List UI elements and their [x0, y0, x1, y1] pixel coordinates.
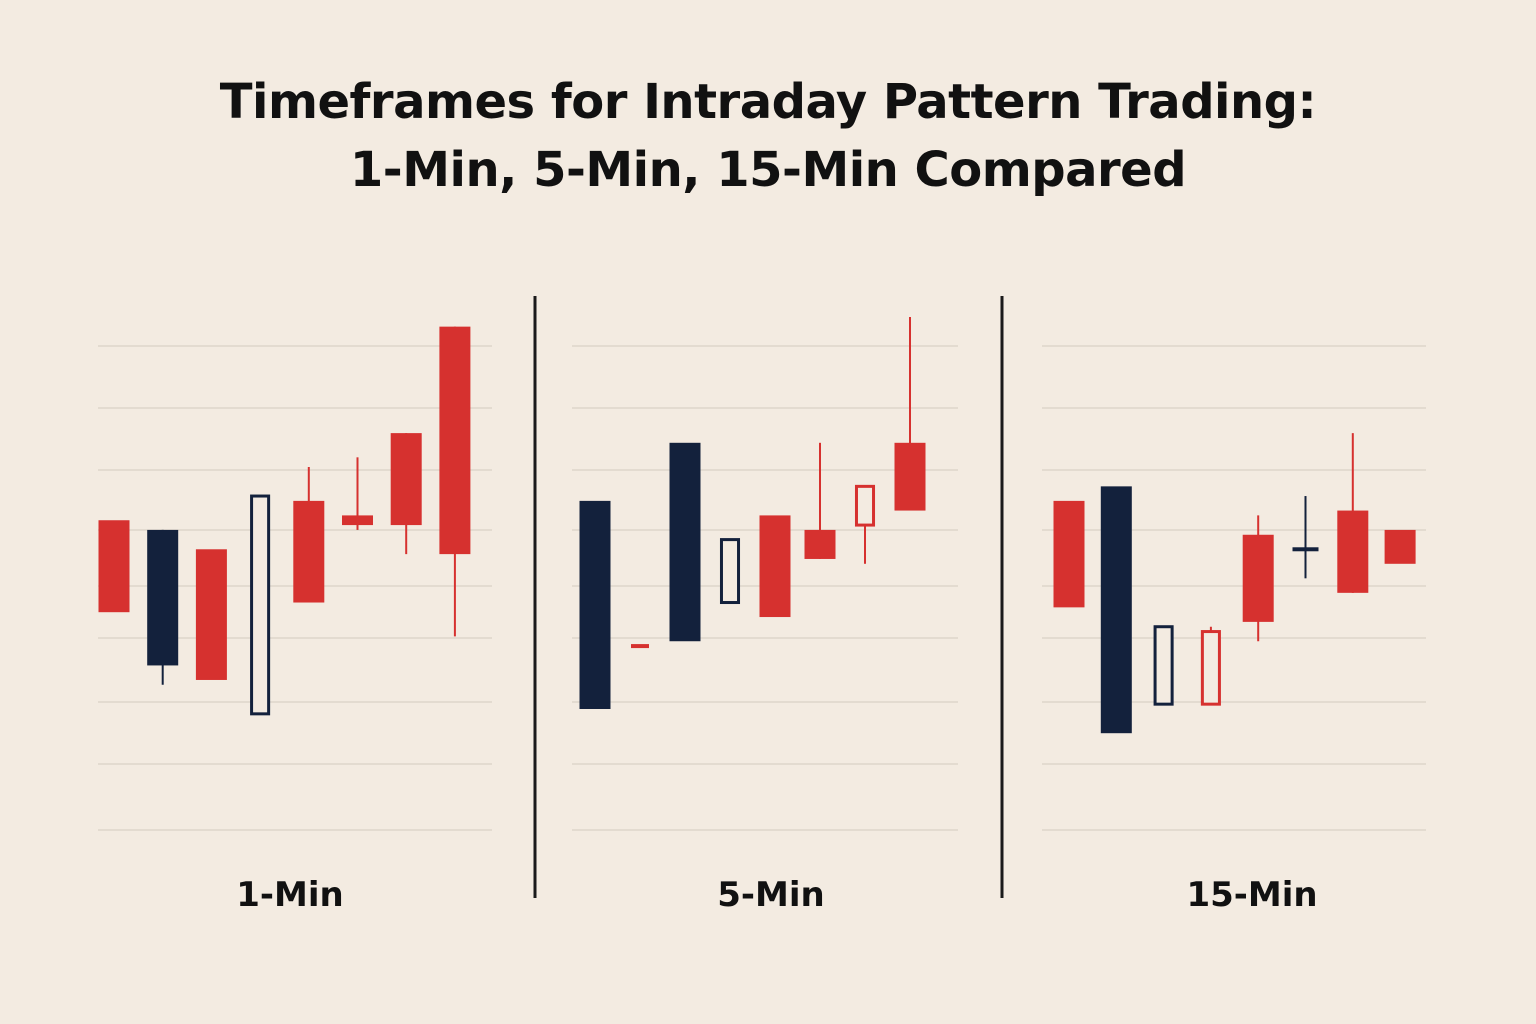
candle: [669, 442, 701, 642]
chart-panel-1-min: 1-Min: [98, 326, 492, 915]
candle: [342, 457, 373, 530]
panel-label: 5-Min: [717, 875, 824, 915]
panel-label: 15-Min: [1186, 875, 1317, 915]
candle-body: [98, 520, 130, 613]
candle-body: [439, 326, 471, 555]
candle: [1100, 486, 1132, 734]
candle: [293, 467, 325, 603]
candle-body: [579, 500, 611, 709]
candle-body: [1292, 547, 1319, 552]
candle: [147, 529, 179, 685]
candle: [439, 326, 471, 637]
candle-body: [804, 529, 836, 559]
candle-body: [1337, 510, 1369, 593]
candle-body: [631, 644, 649, 649]
candle-body: [1200, 630, 1221, 706]
candle: [631, 644, 649, 649]
page-title: Timeframes for Intraday Pattern Trading:…: [0, 68, 1536, 204]
candle: [854, 484, 876, 564]
candle: [390, 433, 422, 555]
candle-body: [293, 500, 325, 603]
chart-panels: 1-Min 5-Min 15-Min: [98, 316, 1426, 915]
candle-body: [1153, 625, 1174, 706]
panel-label: 1-Min: [236, 875, 343, 915]
candle: [804, 442, 836, 559]
candle: [1200, 626, 1221, 706]
panel-dividers: [533, 296, 1004, 898]
candle-body: [1242, 534, 1274, 622]
candle: [195, 549, 227, 680]
candle-body: [250, 494, 271, 716]
candle: [98, 520, 130, 613]
title-line-1: Timeframes for Intraday Pattern Trading:: [219, 74, 1317, 130]
candle-body: [147, 529, 179, 666]
candle-body: [390, 433, 422, 526]
candle-body: [669, 442, 701, 642]
candle-body: [854, 484, 876, 527]
chart-panel-5-min: 5-Min: [572, 316, 958, 915]
candle-body: [894, 442, 926, 511]
title-line-2: 1-Min, 5-Min, 15-Min Compared: [349, 142, 1187, 198]
chart-panel-15-min: 15-Min: [1042, 345, 1426, 915]
candle: [894, 316, 926, 511]
candle-body: [1053, 500, 1085, 608]
candle-body: [719, 538, 741, 605]
candle: [579, 500, 611, 709]
candle: [1153, 625, 1174, 706]
candle: [719, 538, 741, 605]
candle-body: [195, 549, 227, 680]
candle: [1337, 433, 1369, 593]
candle-body: [1384, 529, 1416, 564]
candle-body: [1100, 486, 1132, 734]
candle: [759, 515, 791, 618]
candle: [250, 494, 271, 716]
candle-body: [759, 515, 791, 618]
candle-body: [342, 515, 373, 526]
candle: [1053, 500, 1085, 608]
candle: [1292, 496, 1319, 579]
candle: [1384, 529, 1416, 564]
candle: [1242, 515, 1274, 642]
